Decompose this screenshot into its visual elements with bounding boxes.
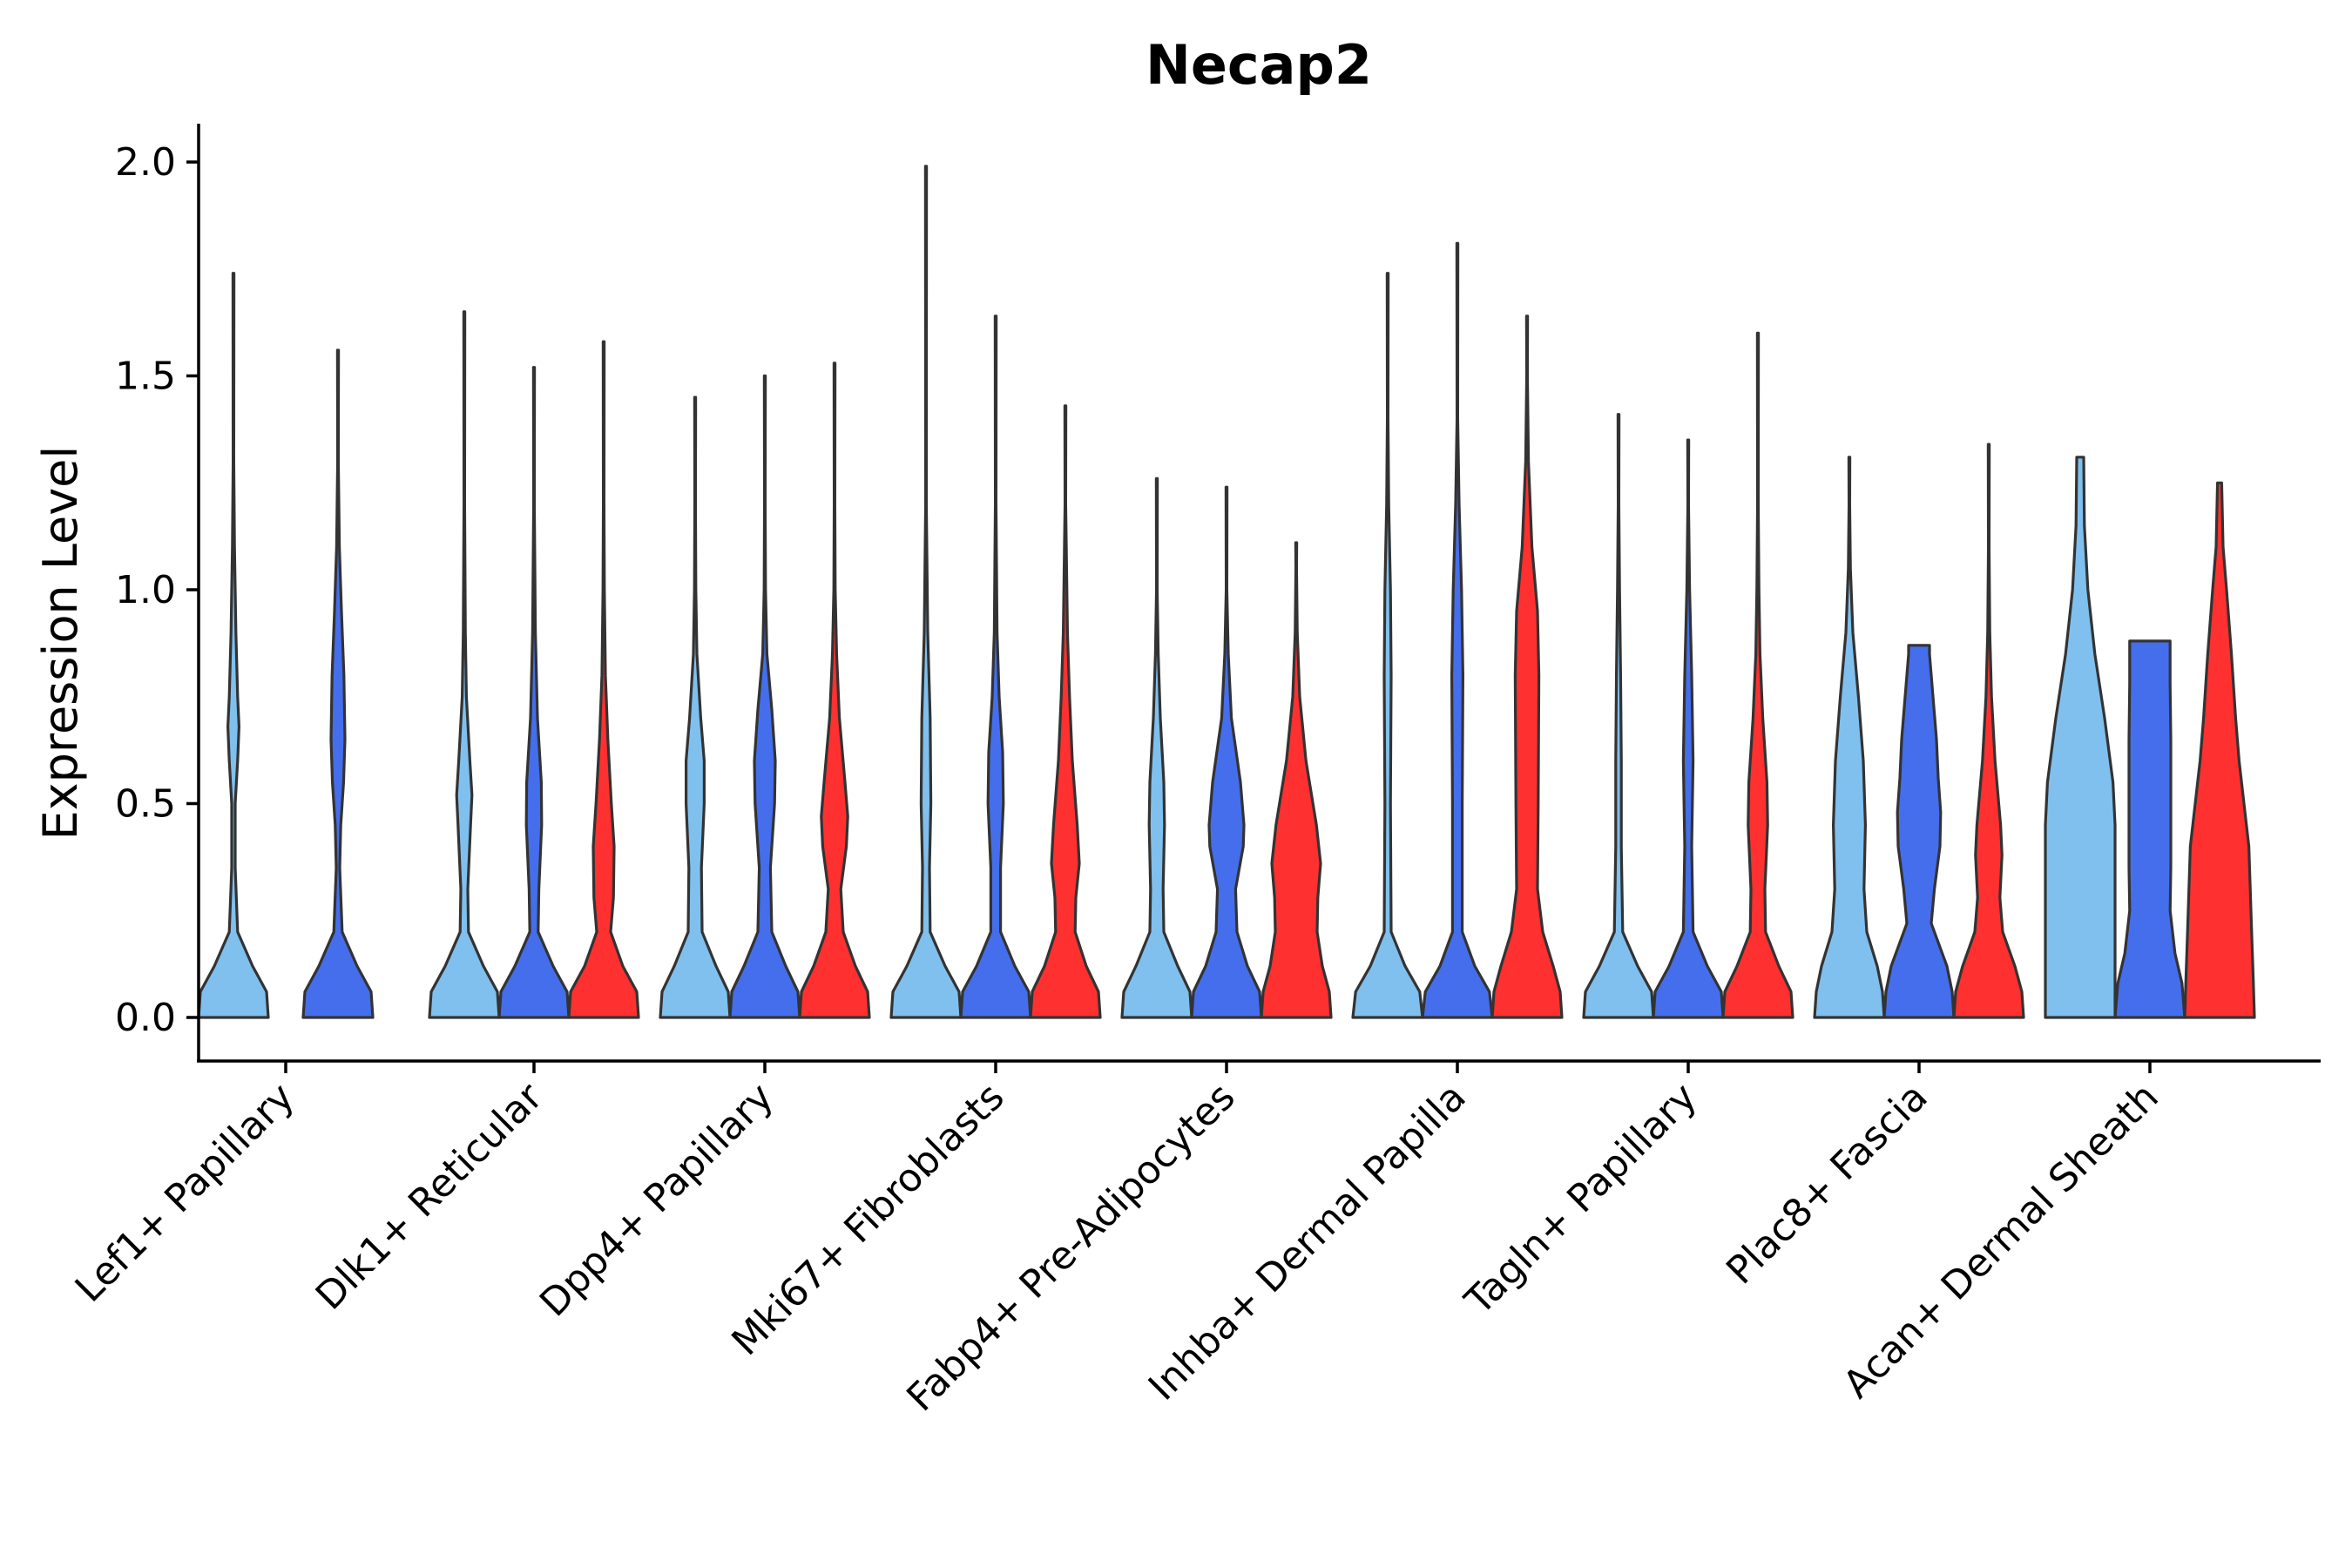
violin-8-group3	[2183, 481, 2256, 1019]
violin-3-group1	[889, 165, 963, 1019]
y-tick-label-2: 1.0	[115, 568, 176, 612]
violin-3-group3	[1029, 404, 1102, 1019]
y-tick-label-0: 0.0	[115, 996, 176, 1040]
violin-8-group1	[2044, 456, 2117, 1019]
chart-title: Necap2	[1146, 33, 1372, 97]
y-tick-label-4: 2.0	[115, 140, 176, 185]
violin-2-group3	[798, 362, 871, 1019]
violin-5-group1	[1351, 272, 1424, 1019]
violin-1-group1	[428, 310, 501, 1019]
violin-4-group2	[1190, 485, 1263, 1019]
x-tick-label-2: Dpp4+ Papillary	[531, 1075, 782, 1326]
y-axis-ticks: 0.0 0.5 1.0 1.5 2.0	[115, 140, 199, 1040]
violin-5-group3	[1490, 314, 1564, 1019]
x-tick-label-0: Lef1+ Papillary	[67, 1075, 303, 1311]
y-tick-label-1: 0.5	[115, 782, 176, 827]
violin-0-group1	[197, 272, 270, 1019]
violin-7-group3	[1952, 443, 2025, 1019]
violin-7-group2	[1882, 644, 1956, 1019]
violin-plot-area	[197, 165, 2256, 1019]
violin-4-group3	[1260, 541, 1333, 1019]
violin-6-group1	[1582, 413, 1655, 1019]
violin-6-group2	[1652, 438, 1725, 1019]
y-axis-label: Expression Level	[33, 446, 88, 841]
violin-7-group1	[1813, 456, 1886, 1019]
y-tick-label-3: 1.5	[115, 355, 176, 399]
violin-5-group2	[1421, 241, 1494, 1019]
x-tick-label-7: Plac8+ Fascia	[1718, 1075, 1936, 1294]
violin-2-group1	[659, 395, 732, 1019]
violin-6-group3	[1721, 331, 1794, 1019]
x-tick-label-6: Tagln+ Papillary	[1456, 1075, 1706, 1324]
violin-0-group2	[301, 348, 375, 1019]
violin-8-group2	[2113, 639, 2186, 1019]
violin-4-group1	[1120, 476, 1193, 1019]
violin-1-group3	[567, 340, 640, 1019]
x-tick-label-1: Dlk1+ Reticular	[308, 1074, 552, 1319]
violin-3-group2	[959, 314, 1032, 1019]
violin-1-group2	[497, 366, 571, 1019]
violin-2-group2	[728, 374, 801, 1019]
